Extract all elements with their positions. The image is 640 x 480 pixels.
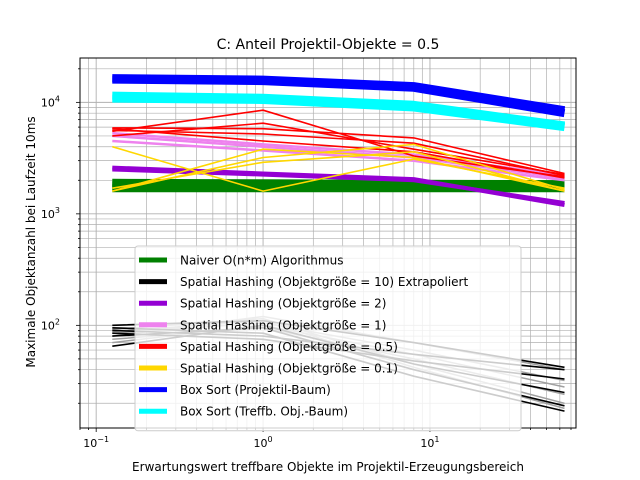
legend-label: Box Sort (Treffb. Obj.-Baum) xyxy=(180,405,348,419)
series-4-run-line xyxy=(112,122,565,176)
legend-box xyxy=(134,245,522,432)
legend-label: Spatial Hashing (Objektgröße = 10) Extra… xyxy=(180,275,468,289)
legend-label: Spatial Hashing (Objektgröße = 0.1) xyxy=(180,362,398,376)
series-5-run-line xyxy=(112,151,565,192)
series-2-run-line xyxy=(112,167,565,205)
y-tick-label: 102 xyxy=(41,317,60,332)
x-axis-title: Erwartungswert treffbare Objekte im Proj… xyxy=(132,460,524,474)
series-7-run-line xyxy=(112,94,566,132)
legend-label: Spatial Hashing (Objektgröße = 1) xyxy=(180,318,386,332)
series-0-run-line xyxy=(112,178,565,189)
series-4-run-line xyxy=(112,129,565,177)
series-3-run-line xyxy=(112,139,565,182)
legend-label: Spatial Hashing (Objektgröße = 2) xyxy=(180,297,386,311)
legend: Naiver O(n*m) Algorithmus Spatial Hashing… xyxy=(134,245,522,432)
series-4-run-line xyxy=(112,127,565,179)
axis-ticks: 10−1 100 101 102 103 104 xyxy=(41,68,572,450)
x-tick-label: 10−1 xyxy=(83,435,109,450)
legend-label: Naiver O(n*m) Algorithmus xyxy=(180,254,343,268)
legend-label: Spatial Hashing (Objektgröße = 0.5) xyxy=(180,340,398,354)
legend-label: Box Sort (Projektil-Baum) xyxy=(180,383,331,397)
series-5-run-line xyxy=(112,143,565,192)
chart-title: C: Anteil Projektil-Objekte = 0.5 xyxy=(217,37,440,53)
x-tick-label: 101 xyxy=(420,435,439,450)
series-5-run-line xyxy=(112,145,565,192)
y-tick-label: 104 xyxy=(41,94,60,109)
series-6-run-line xyxy=(112,75,566,118)
y-axis-title: Maximale Objektanzahl bei Laufzeit 10ms xyxy=(24,116,38,367)
x-tick-label: 100 xyxy=(254,435,273,450)
y-tick-label: 103 xyxy=(41,206,60,221)
